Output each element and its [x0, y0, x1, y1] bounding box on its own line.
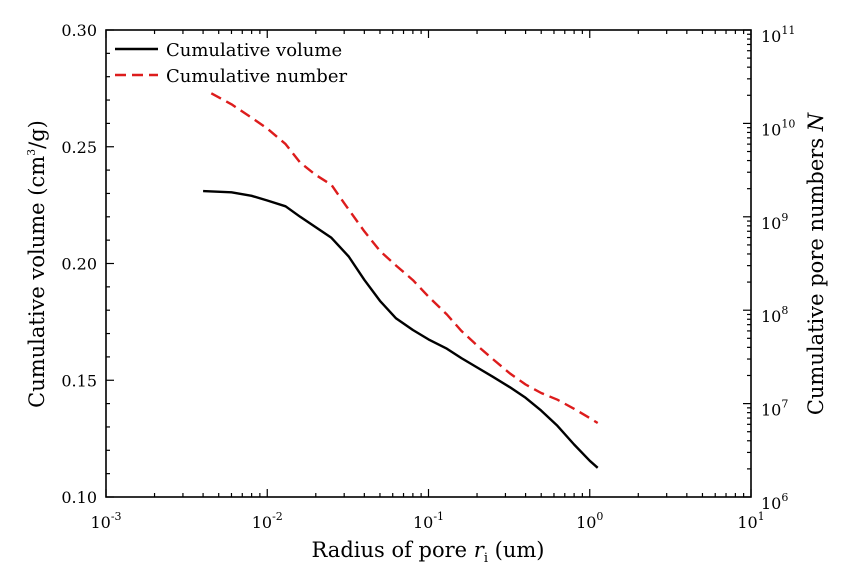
plot-area-frame [105, 29, 752, 498]
legend: Cumulative volume Cumulative number [115, 40, 347, 87]
right-y-tick-label: 107 [761, 398, 788, 420]
x-tick-label: 100 [576, 510, 603, 532]
left-y-tick-label: 0.30 [61, 21, 97, 40]
right-y-tick-label: 1010 [761, 117, 795, 139]
right-y-tick-label: 108 [761, 304, 788, 326]
series-layer [203, 92, 599, 469]
left-y-tick-label: 0.25 [61, 138, 97, 157]
series-line-cumulative-number [210, 92, 599, 425]
left-y-tick-label: 0.20 [61, 255, 97, 274]
left-y-axis-title: Cumulative volume (cm3/g) [25, 120, 49, 408]
legend-label-cumulative-number: Cumulative number [166, 66, 347, 87]
x-axis-title: Radius of pore ri (um) [312, 538, 545, 566]
series-line-cumulative-volume [203, 189, 599, 469]
right-y-tick-label: 106 [761, 491, 788, 513]
legend-label-cumulative-volume: Cumulative volume [166, 40, 342, 61]
x-tick-label: 10-1 [413, 510, 444, 532]
right-y-tick-label: 109 [761, 211, 788, 233]
right-y-axis-ticks: 106 107 108 109 1010 1011 [743, 24, 795, 513]
x-tick-label: 101 [737, 510, 764, 532]
x-tick-label: 10-3 [90, 510, 121, 532]
left-y-axis-ticks: 0.10 0.15 0.20 0.25 0.30 [61, 21, 114, 507]
right-y-axis-title: Cumulative pore numbers N [804, 112, 828, 415]
left-y-tick-label: 0.10 [61, 488, 97, 507]
left-y-tick-label: 0.15 [61, 371, 97, 390]
x-tick-label: 10-2 [252, 510, 283, 532]
x-axis-ticks: 10-3 10-2 10-1 100 101 [90, 30, 765, 532]
right-y-tick-label: 1011 [761, 24, 795, 46]
